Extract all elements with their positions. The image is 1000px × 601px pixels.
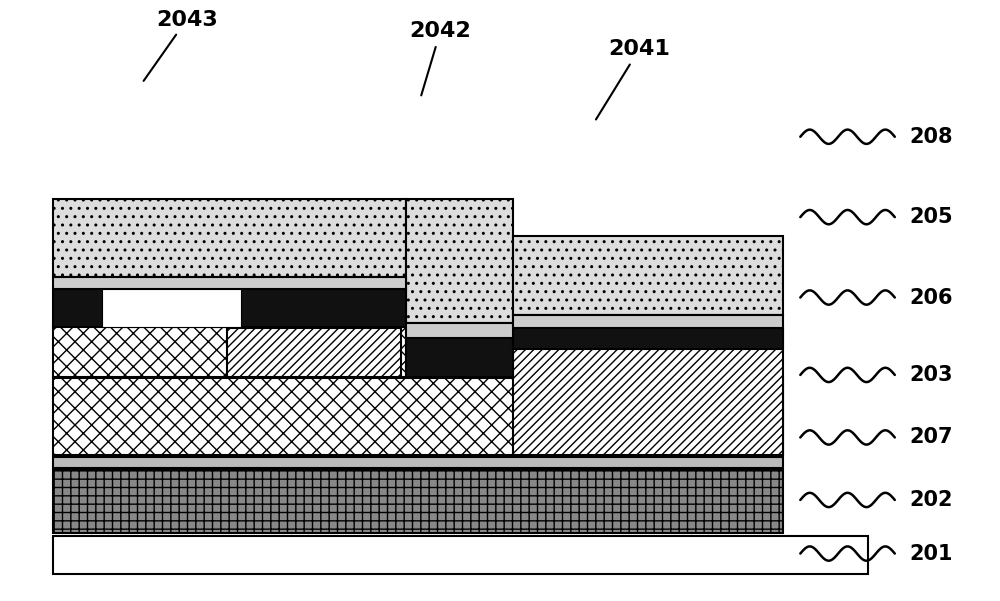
Bar <box>406 338 513 377</box>
Text: 2042: 2042 <box>409 22 471 96</box>
Bar <box>406 200 513 323</box>
Text: 205: 205 <box>910 207 953 227</box>
Bar <box>53 326 406 377</box>
Bar <box>513 329 783 456</box>
Bar <box>53 457 783 468</box>
Bar <box>53 288 406 328</box>
Text: 2041: 2041 <box>596 39 670 120</box>
Bar <box>513 329 783 349</box>
Bar <box>513 236 783 316</box>
Text: 203: 203 <box>910 365 953 385</box>
Bar <box>53 200 406 276</box>
Text: 208: 208 <box>910 127 953 147</box>
Bar <box>406 323 513 338</box>
Bar <box>513 316 783 329</box>
Bar <box>227 328 401 377</box>
Bar <box>53 276 406 288</box>
Text: 206: 206 <box>910 287 953 308</box>
Text: 201: 201 <box>910 543 953 564</box>
Bar <box>53 470 783 532</box>
Text: 202: 202 <box>910 490 953 510</box>
Text: 2043: 2043 <box>144 10 218 81</box>
Bar <box>102 288 241 328</box>
Bar <box>53 535 868 575</box>
Text: 207: 207 <box>910 427 953 448</box>
Bar <box>53 378 783 456</box>
